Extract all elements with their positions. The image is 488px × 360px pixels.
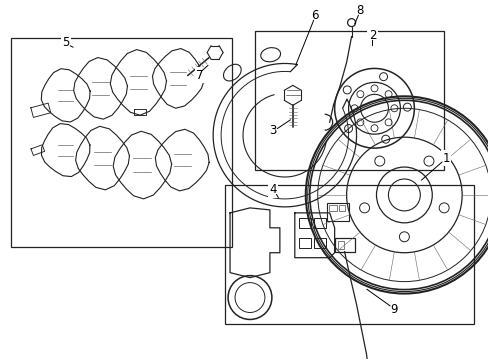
Text: 8: 8 [355, 4, 363, 17]
Bar [328, 205, 336, 211]
Bar [298, 238, 310, 248]
Text: 6: 6 [310, 9, 318, 22]
Text: 7: 7 [196, 69, 203, 82]
Bar [313, 218, 325, 228]
Text: 3: 3 [269, 124, 276, 137]
Text: 9: 9 [390, 303, 397, 316]
Bar [338, 205, 344, 211]
Bar [254, 31, 443, 170]
Text: 4: 4 [268, 184, 276, 197]
Bar [337, 241, 343, 249]
Bar [224, 185, 473, 324]
Bar [298, 218, 310, 228]
Text: 1: 1 [442, 152, 449, 165]
Text: 2: 2 [368, 29, 375, 42]
Text: 5: 5 [62, 36, 69, 49]
Bar [11, 37, 232, 247]
Bar [326, 203, 348, 221]
Bar [334, 238, 354, 252]
Bar [313, 238, 325, 248]
